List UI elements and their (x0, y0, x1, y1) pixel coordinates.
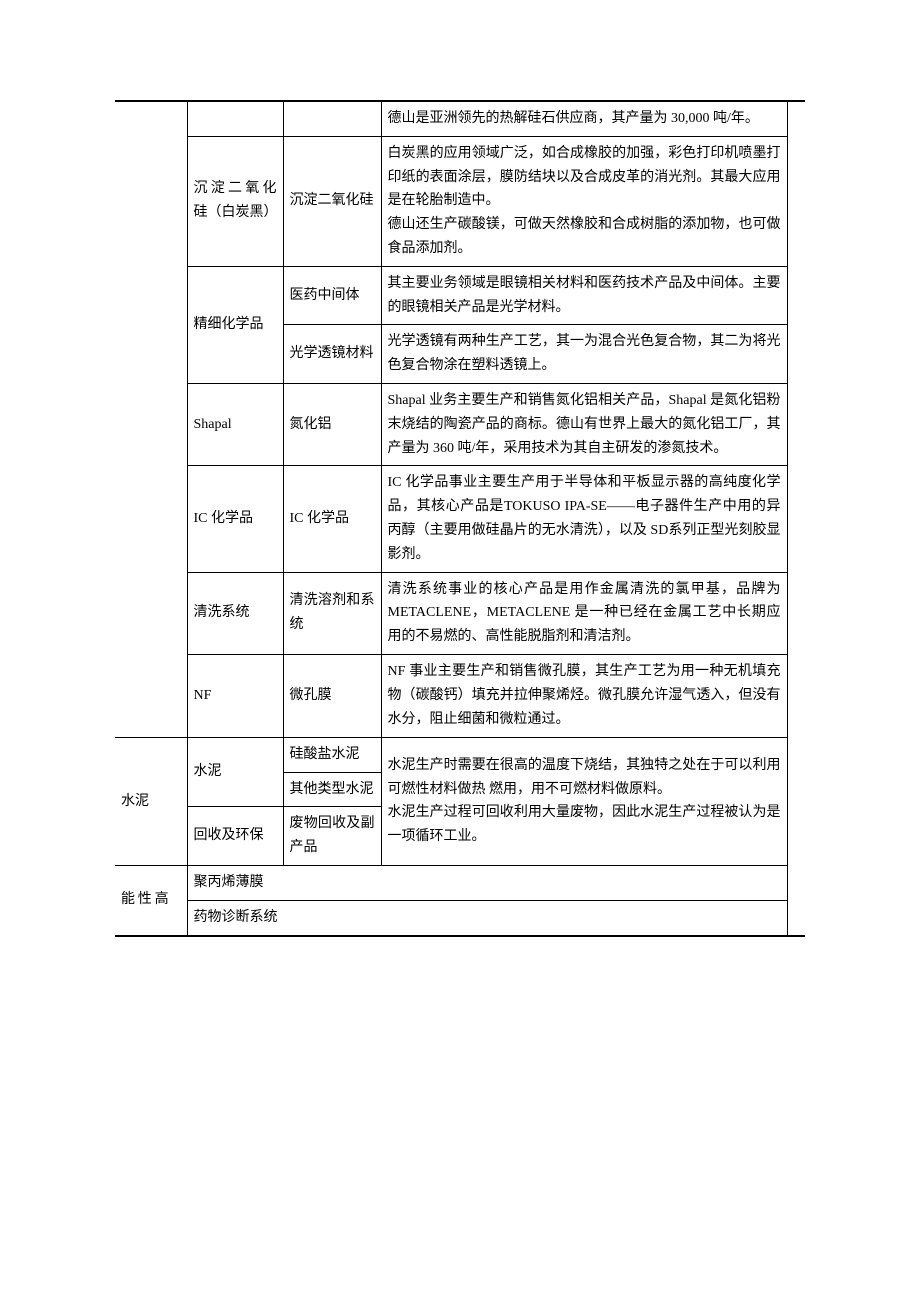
perf-item2: 药物诊断系统 (187, 900, 787, 934)
product-portland: 硅酸盐水泥 (283, 737, 381, 772)
category-blank (115, 102, 187, 737)
subcat-blank (187, 102, 283, 136)
product-silica: 沉淀二氧化硅 (283, 136, 381, 266)
margin-col (787, 102, 805, 935)
desc-nf: NF 事业主要生产和销售微孔膜，其生产工艺为用一种无机填充物（碳酸钙）填充并拉伸… (381, 654, 787, 736)
desc-pharma: 其主要业务领域是眼镜相关材料和医药技术产品及中间体。主要的眼镜相关产品是光学材料… (381, 266, 787, 325)
subcat-clean: 清洗系统 (187, 572, 283, 654)
product-waste: 废物回收及副产品 (283, 807, 381, 866)
subcat-cement: 水泥 (187, 737, 283, 807)
category-cement: 水泥 (115, 737, 187, 865)
desc-row1: 德山是亚洲领先的热解硅石供应商，其产量为 30,000 吨/年。 (381, 102, 787, 136)
product-aln: 氮化铝 (283, 383, 381, 465)
product-clean: 清洗溶剂和系统 (283, 572, 381, 654)
subcat-finechem: 精细化学品 (187, 266, 283, 383)
subcat-recycle: 回收及环保 (187, 807, 283, 866)
product-optical: 光学透镜材料 (283, 325, 381, 384)
document-table: 德山是亚洲领先的热解硅石供应商，其产量为 30,000 吨/年。 沉淀二氧化硅（… (115, 100, 805, 937)
product-pharma: 医药中间体 (283, 266, 381, 325)
desc-cement: 水泥生产时需要在很高的温度下烧结，其独特之处在于可以利用可燃性材料做热 燃用，用… (381, 737, 787, 865)
subcat-shapal: Shapal (187, 383, 283, 465)
desc-shapal: Shapal 业务主要生产和销售氮化铝相关产品，Shapal 是氮化铝粉末烧结的… (381, 383, 787, 465)
desc-silica: 白炭黑的应用领域广泛，如合成橡胶的加强，彩色打印机喷墨打印纸的表面涂层，膜防结块… (381, 136, 787, 266)
desc-optical: 光学透镜有两种生产工艺，其一为混合光色复合物，其二为将光色复合物涂在塑料透镜上。 (381, 325, 787, 384)
main-table: 德山是亚洲领先的热解硅石供应商，其产量为 30,000 吨/年。 沉淀二氧化硅（… (115, 102, 805, 935)
product-ic: IC 化学品 (283, 466, 381, 572)
product-othercement: 其他类型水泥 (283, 772, 381, 807)
product-blank (283, 102, 381, 136)
subcat-nf: NF (187, 654, 283, 737)
perf-item1: 聚丙烯薄膜 (187, 866, 787, 901)
subcat-ic: IC 化学品 (187, 466, 283, 572)
category-perf: 能性高 (115, 866, 187, 935)
desc-clean: 清洗系统事业的核心产品是用作金属清洗的氯甲基，品牌为 METACLENE，MET… (381, 572, 787, 654)
product-nf: 微孔膜 (283, 654, 381, 737)
subcat-silica: 沉淀二氧化硅（白炭黑） (187, 136, 283, 266)
desc-ic: IC 化学品事业主要生产用于半导体和平板显示器的高纯度化学品，其核心产品是TOK… (381, 466, 787, 572)
